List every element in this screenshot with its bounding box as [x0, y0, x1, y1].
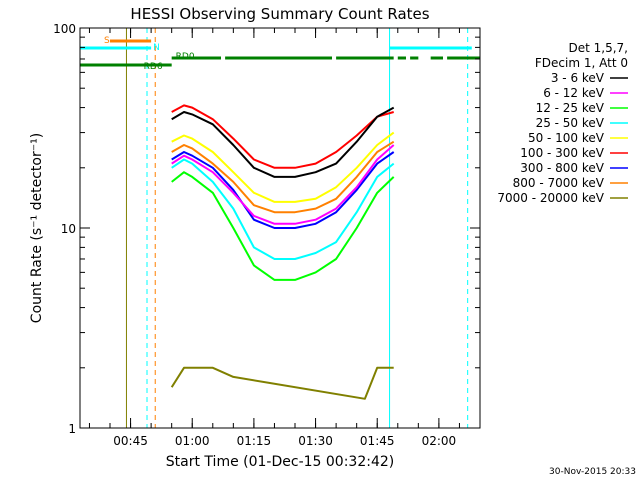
y-axis-label: Count Rate (s⁻¹ detector⁻¹): [29, 133, 45, 323]
y-tick-label-100: 100: [53, 22, 76, 36]
x-tick-label-0200: 02:00: [422, 434, 457, 448]
legend-label-6-12-kev: 6 - 12 keV: [543, 86, 605, 100]
footer-timestamp: 30-Nov-2015 20:33: [549, 467, 636, 477]
x-tick-label-0145: 01:45: [360, 434, 395, 448]
series-line-3-6-kev: [171, 106, 395, 178]
series-line-50-100-kev: [171, 131, 395, 203]
y-tick-label-1: 1: [68, 422, 76, 436]
series-line-7000-20000-kev: [170, 366, 394, 400]
legend-label-25-50-kev: 25 - 50 keV: [536, 116, 605, 130]
legend-header-line-1: Det 1,5,7,: [569, 41, 629, 55]
series-line-800-7000-kev: [171, 140, 395, 214]
series-line-12-25-kev: [171, 171, 395, 281]
series-line-100-300-kev: [171, 104, 394, 169]
y-tick-label-10: 10: [61, 222, 76, 236]
legend-label-100-300-kev: 100 - 300 keV: [520, 146, 604, 160]
x-tick-label-0115: 01:15: [237, 434, 272, 448]
x-axis-label: Start Time (01-Dec-15 00:32:42): [166, 454, 394, 470]
legend-label-3-6-kev: 3 - 6 keV: [551, 71, 605, 85]
series-line-300-800-kev: [171, 151, 395, 229]
legend-label-300-800-kev: 300 - 800 keV: [520, 161, 604, 175]
x-tick-label-0100: 01:00: [175, 434, 210, 448]
flag-label-night: N: [153, 43, 160, 53]
legend-label-12-25-kev: 12 - 25 keV: [536, 101, 605, 115]
plot-area: S N RD0 RD6: [80, 28, 480, 428]
chart-title: HESSI Observing Summary Count Rates: [130, 5, 429, 23]
legend-header-line-2: FDecim 1, Att 0: [535, 56, 628, 70]
legend-label-7000-20000-kev: 7000 - 20000 keV: [497, 191, 604, 205]
flag-label-rd0: RD0: [176, 52, 195, 62]
axes: 1 10 100 00:45 01:00 01:15 01:30 01:45 02:00: [53, 22, 481, 448]
x-tick-label-0130: 01:30: [298, 434, 333, 448]
series-line-6-12-kev: [171, 144, 395, 225]
flag-label-saa: S: [104, 36, 110, 46]
legend-label-50-100-kev: 50 - 100 keV: [528, 131, 605, 145]
x-tick-label-0045: 00:45: [113, 434, 148, 448]
legend-label-800-7000-kev: 800 - 7000 keV: [513, 176, 605, 190]
flag-label-decimation: RD6: [144, 62, 163, 72]
series-line-25-50-kev: [171, 158, 395, 260]
